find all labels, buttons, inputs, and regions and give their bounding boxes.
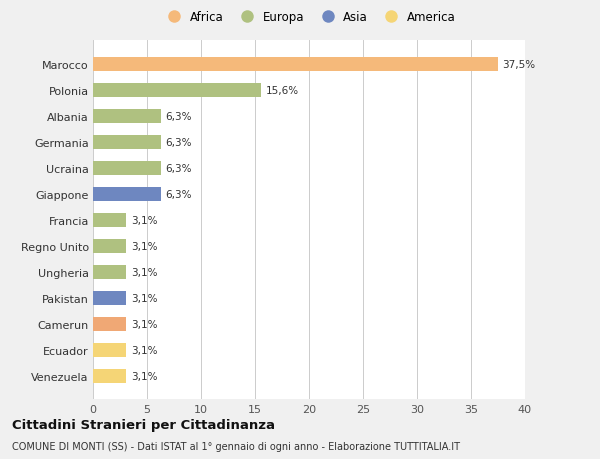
Text: 6,3%: 6,3% <box>166 163 192 174</box>
Text: Cittadini Stranieri per Cittadinanza: Cittadini Stranieri per Cittadinanza <box>12 418 275 431</box>
Text: 3,1%: 3,1% <box>131 215 157 225</box>
Bar <box>93 213 127 228</box>
Bar <box>93 84 262 98</box>
Text: 3,1%: 3,1% <box>131 319 157 329</box>
Bar <box>93 135 161 150</box>
Text: 6,3%: 6,3% <box>166 190 192 199</box>
Text: 6,3%: 6,3% <box>166 112 192 122</box>
Text: 15,6%: 15,6% <box>266 86 299 95</box>
Bar <box>93 317 127 331</box>
Text: 6,3%: 6,3% <box>166 138 192 147</box>
Text: 37,5%: 37,5% <box>502 60 535 70</box>
Text: COMUNE DI MONTI (SS) - Dati ISTAT al 1° gennaio di ogni anno - Elaborazione TUTT: COMUNE DI MONTI (SS) - Dati ISTAT al 1° … <box>12 441 460 451</box>
Text: 3,1%: 3,1% <box>131 345 157 355</box>
Bar <box>93 57 498 72</box>
Bar <box>93 161 161 176</box>
Text: 3,1%: 3,1% <box>131 267 157 277</box>
Bar <box>93 343 127 357</box>
Text: 3,1%: 3,1% <box>131 241 157 251</box>
Text: 3,1%: 3,1% <box>131 371 157 381</box>
Bar <box>93 239 127 253</box>
Bar <box>93 291 127 305</box>
Text: 3,1%: 3,1% <box>131 293 157 303</box>
Bar <box>93 369 127 383</box>
Bar <box>93 265 127 280</box>
Bar <box>93 109 161 124</box>
Bar <box>93 187 161 202</box>
Legend: Africa, Europa, Asia, America: Africa, Europa, Asia, America <box>163 11 455 24</box>
